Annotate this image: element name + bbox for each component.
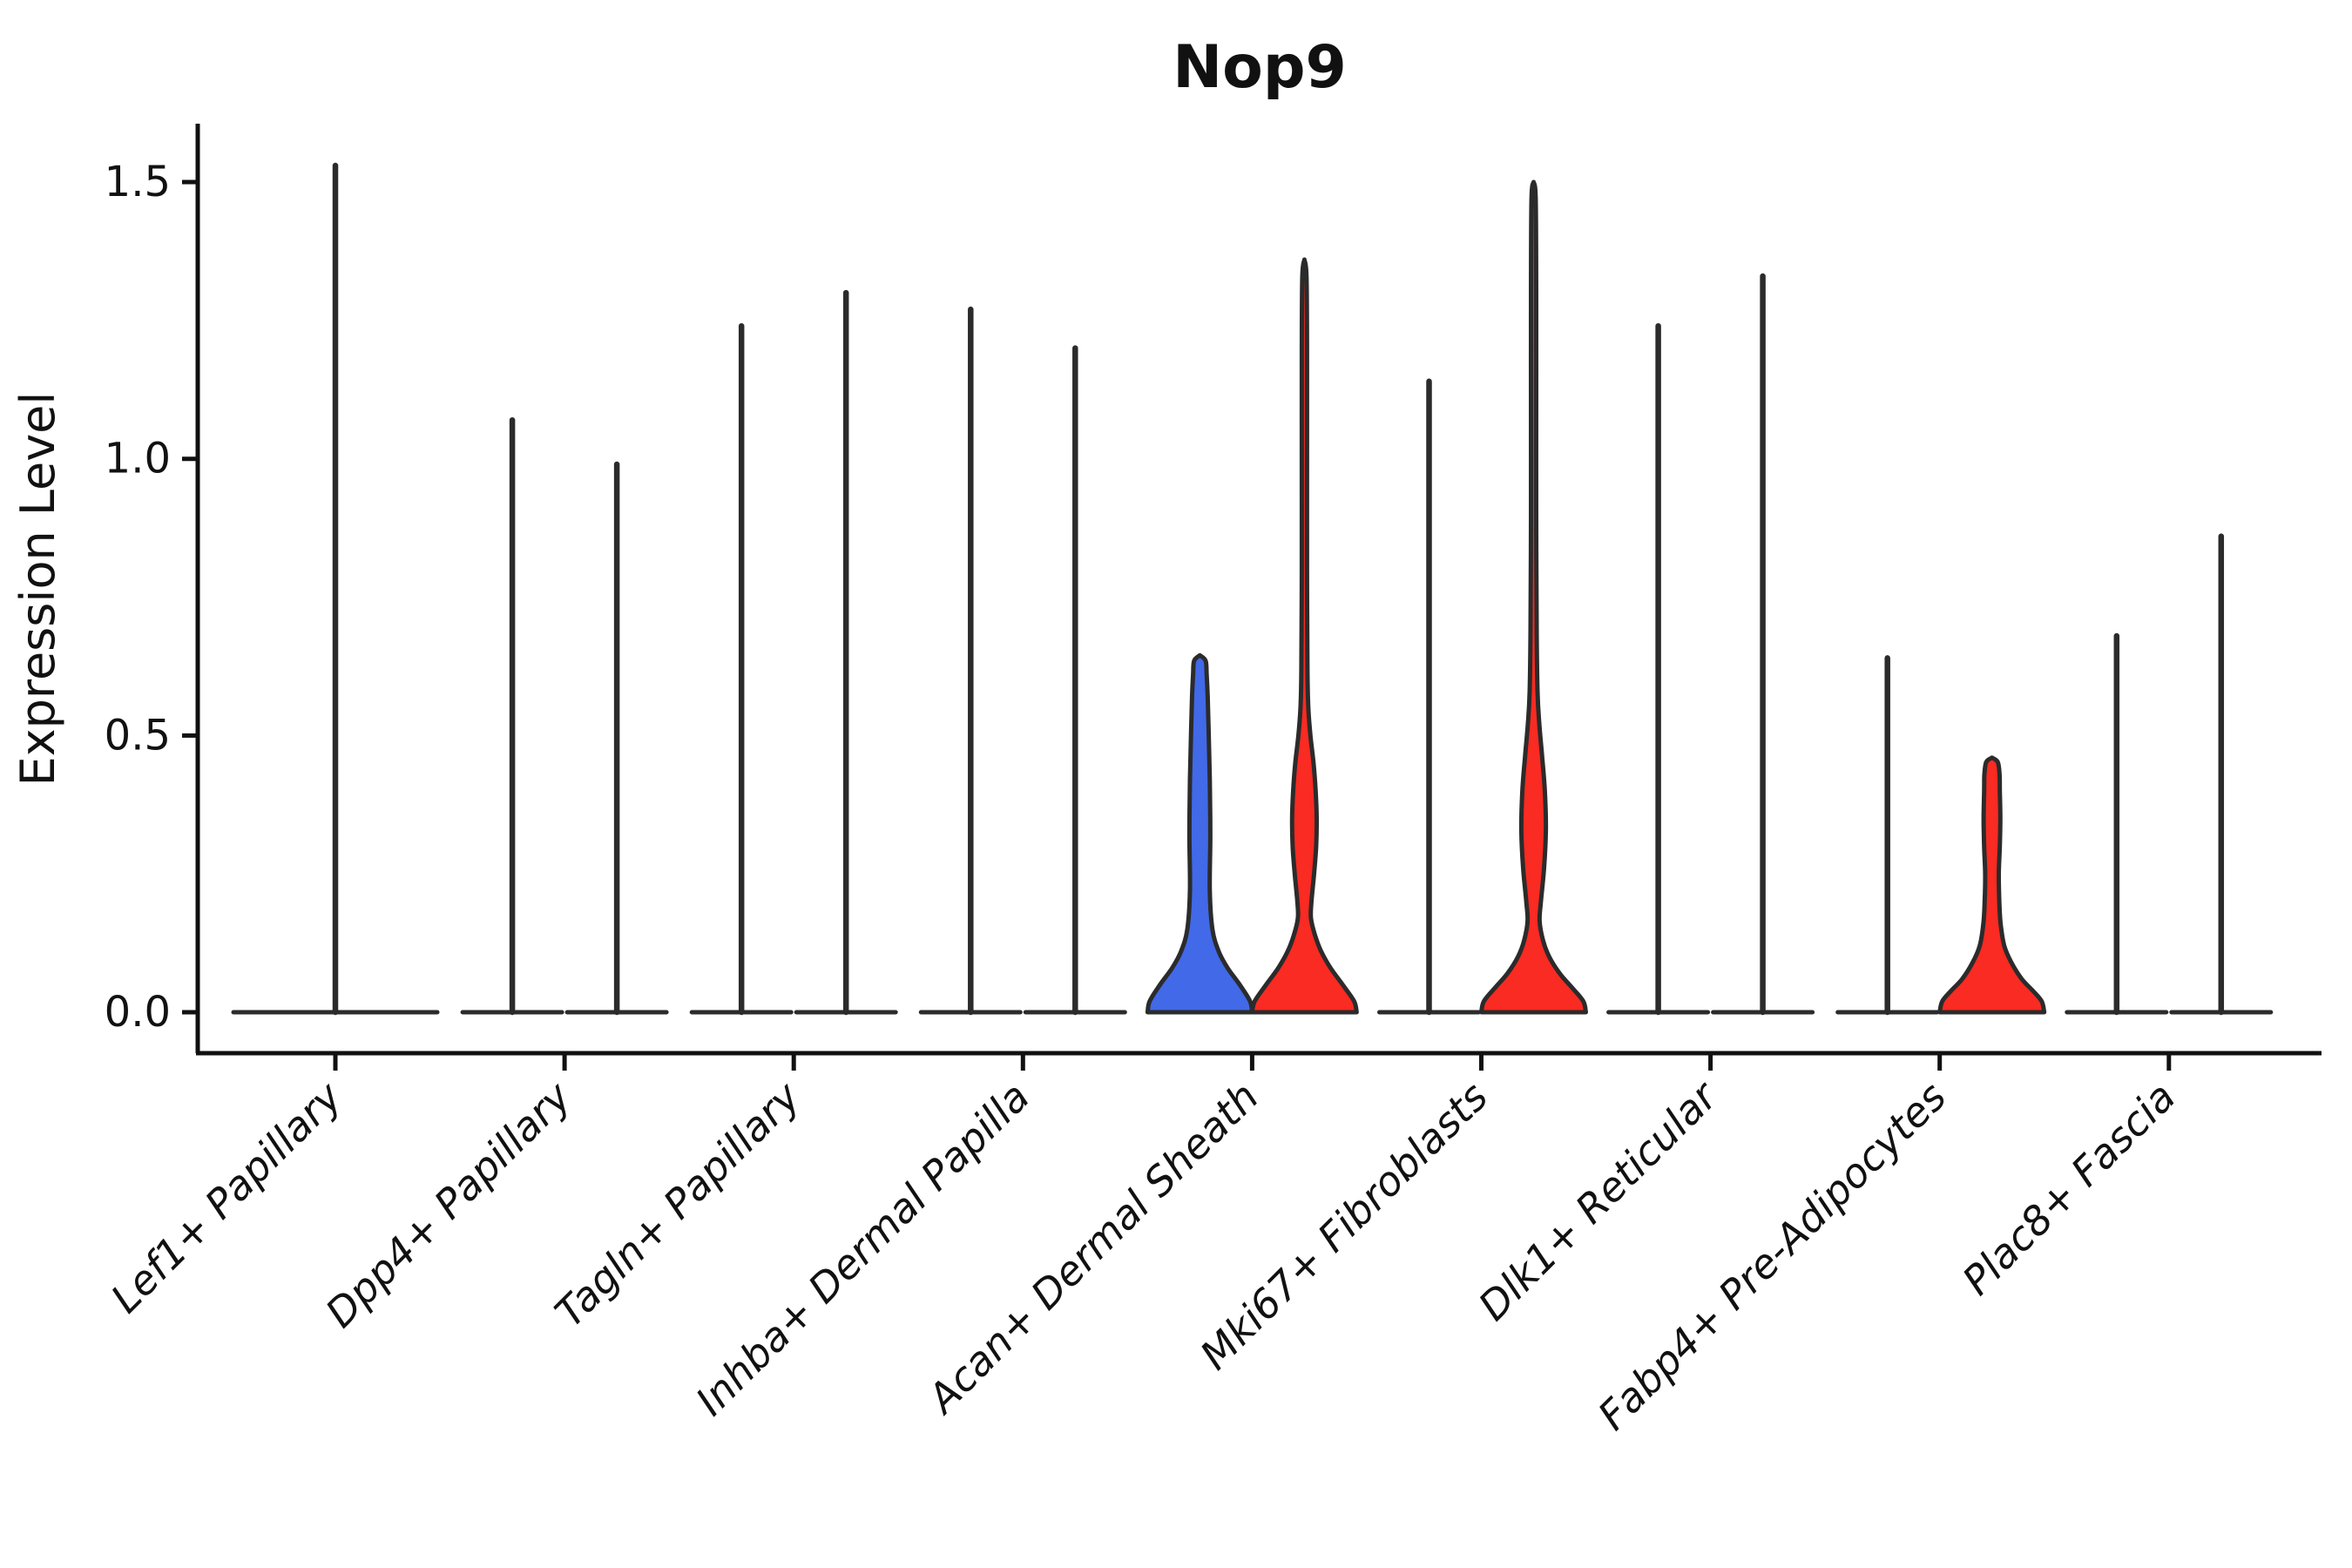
x-tick-label: Dpp4+ Papillary — [316, 1072, 580, 1336]
y-tick-label: 1.0 — [105, 435, 171, 483]
x-tick-label: Plac8+ Fascia — [1953, 1073, 2184, 1304]
violin-red — [1249, 257, 1359, 1015]
y-tick-label: 0.5 — [105, 711, 171, 760]
y-tick-label: 0.0 — [105, 988, 171, 1037]
violin-blue — [1145, 652, 1254, 1015]
y-axis-label: Expression Level — [10, 392, 65, 787]
violin-red — [1479, 179, 1588, 1015]
violin-red — [1937, 755, 2047, 1015]
chart-title: Nop9 — [1173, 33, 1347, 102]
x-tick-label: Dlk1+ Reticular — [1470, 1071, 1728, 1329]
x-tick-label: Tagln+ Papillary — [546, 1072, 810, 1336]
x-tick-label: Lef1+ Papillary — [102, 1072, 351, 1321]
y-tick-label: 1.5 — [105, 158, 171, 206]
axes-layer — [182, 124, 2322, 1071]
violin-layer — [231, 162, 2274, 1016]
